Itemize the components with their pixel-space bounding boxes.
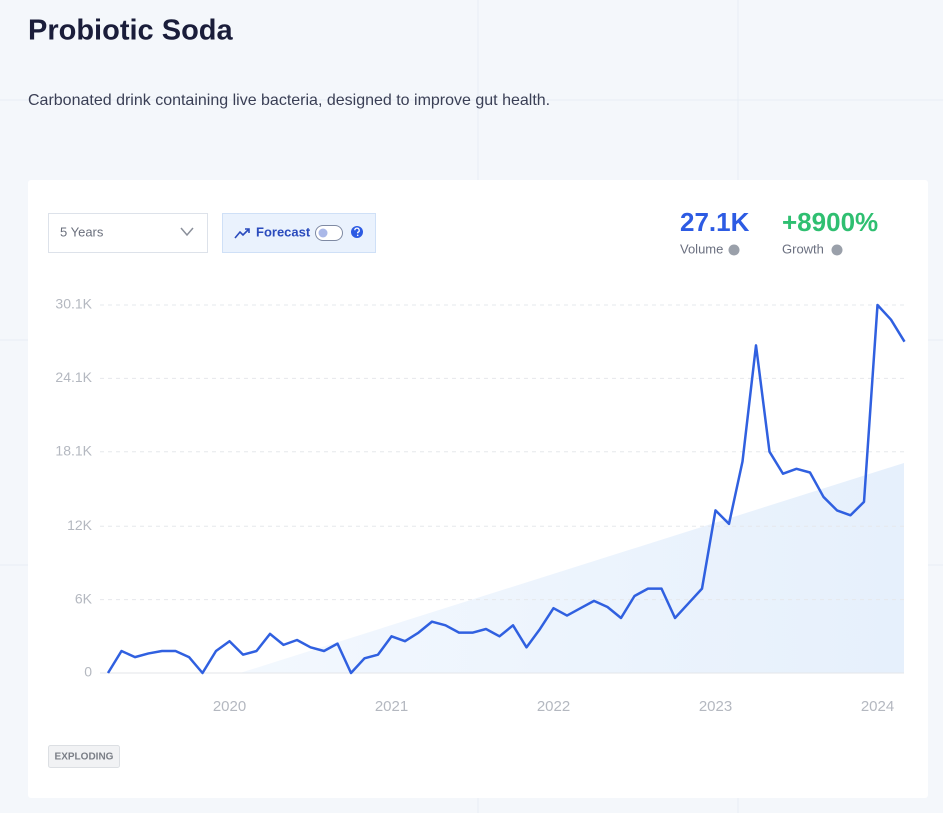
y-tick-label: 24.1K	[55, 369, 92, 385]
metric-value: +8900%	[782, 207, 878, 237]
help-glyph	[354, 227, 360, 234]
y-tick-label: 12K	[67, 517, 93, 533]
x-tick-label: 2022	[537, 698, 570, 715]
forecast-label: Forecast	[256, 224, 311, 239]
card	[28, 180, 928, 798]
trend-icon	[234, 228, 250, 239]
metric-label: Volume	[680, 241, 723, 256]
switch-knob	[318, 228, 328, 238]
forecast-area	[240, 463, 904, 673]
description: Carbonated drink containing live bacteri…	[28, 92, 550, 109]
range-dropdown[interactable]: 5 Years	[48, 213, 208, 253]
range-label: 5 Years	[60, 224, 104, 239]
help-dot	[356, 234, 359, 237]
forecast-toggle[interactable]: Forecast	[222, 213, 376, 253]
help-icon[interactable]	[728, 244, 740, 256]
tag	[48, 745, 120, 768]
y-tick-label: 0	[84, 664, 92, 680]
y-tick-label: 30.1K	[55, 296, 92, 312]
plot: 0 6K 12K 18.1K 24.1K 30.1K 2020 2021 2022 2023 202…	[55, 296, 906, 715]
tag-label: EXPLODING	[55, 752, 114, 763]
x-tick-label: 2020	[213, 698, 246, 715]
x-tick-label: 2021	[375, 698, 408, 715]
help-icon[interactable]	[831, 244, 843, 256]
metric-value: 27.1K	[680, 207, 750, 237]
metric-label: Growth	[782, 241, 824, 256]
y-tick-label: 6K	[75, 590, 93, 606]
line-series	[106, 303, 906, 675]
x-tick-label: 2023	[699, 698, 732, 715]
page-title: Probiotic Soda	[28, 15, 234, 47]
help-icon	[351, 226, 363, 238]
trend-icon-head	[245, 228, 250, 233]
x-tick-label: 2024	[861, 698, 894, 715]
chevron	[180, 227, 194, 237]
y-tick-label: 18.1K	[55, 442, 92, 458]
